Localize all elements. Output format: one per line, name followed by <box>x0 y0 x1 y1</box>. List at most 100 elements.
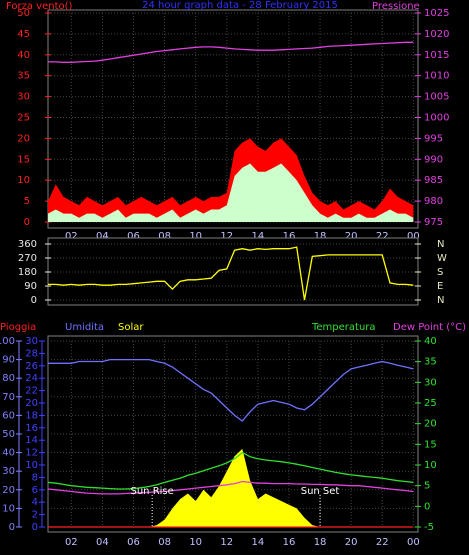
y-tick-label: 90 <box>2 355 15 366</box>
x-tick-label: 06 <box>127 231 140 242</box>
y-tick-label: 25 <box>17 113 30 124</box>
line <box>48 358 414 422</box>
x-tick-label: 12 <box>220 231 233 242</box>
y-tick-label: 26 <box>25 361 38 372</box>
y-tick-label: 25 <box>424 398 437 409</box>
y-tick-label: 15 <box>17 154 30 165</box>
legend-label: Umidita <box>65 322 104 333</box>
y-tick-label: 995 <box>424 133 443 144</box>
y-tick-label: 5 <box>24 196 30 207</box>
line <box>47 451 414 490</box>
y-tick-label: 20 <box>2 485 15 496</box>
x-tick-label: 08 <box>158 537 171 548</box>
y-tick-label: W <box>437 253 447 264</box>
y-tick-label: 30 <box>424 377 437 388</box>
y-tick-label: 975 <box>424 217 443 228</box>
x-tick-label: 16 <box>283 537 296 548</box>
x-tick-label: 02 <box>65 537 78 548</box>
y-tick-label: 5 <box>424 481 430 492</box>
y-tick-label: E <box>437 281 443 292</box>
y-tick-label: 16 <box>25 423 38 434</box>
y-tick-label: 360 <box>18 239 37 250</box>
annotation: Sun Set <box>301 486 340 497</box>
x-tick-label: 12 <box>220 537 233 548</box>
y-tick-label: 40 <box>424 336 437 347</box>
y-tick-label: 20 <box>424 419 437 430</box>
x-tick-label: 06 <box>127 537 140 548</box>
legend-label: Dew Point (°C) <box>393 322 466 333</box>
y-tick-label: 45 <box>17 29 30 40</box>
plot-frame <box>47 237 419 306</box>
y-tick-label: 4 <box>32 497 38 508</box>
y-tick-label: 0 <box>32 522 38 533</box>
x-tick-label: 08 <box>158 231 171 242</box>
y-tick-label: 1000 <box>424 113 449 124</box>
x-tick-label: 00 <box>407 231 420 242</box>
y-tick-label: 1015 <box>424 50 449 61</box>
y-tick-label: 40 <box>2 448 15 459</box>
y-tick-label: 270 <box>18 253 37 264</box>
y-tick-label: 1010 <box>424 71 449 82</box>
y-tick-label: 0 <box>424 501 430 512</box>
y-tick-label: N <box>437 239 444 250</box>
x-tick-label: 04 <box>96 231 109 242</box>
x-tick-label: 20 <box>345 537 358 548</box>
x-tick-label: 14 <box>252 231 265 242</box>
y-tick-label: 30 <box>25 336 38 347</box>
y-tick-label: 18 <box>25 410 38 421</box>
y-tick-label: 80 <box>2 373 15 384</box>
y-tick-label: 100 <box>0 336 15 347</box>
y-tick-label: 985 <box>424 175 443 186</box>
y2-axis-label: Pressione <box>372 1 420 12</box>
y-tick-label: 28 <box>25 348 38 359</box>
y-tick-label: 1020 <box>424 29 449 40</box>
y-tick-label: 8 <box>32 472 38 483</box>
y-tick-label: 990 <box>424 154 443 165</box>
x-tick-label: 10 <box>189 231 202 242</box>
legend-label: Solar <box>118 322 144 333</box>
area <box>48 448 414 527</box>
y-tick-label: 20 <box>25 398 38 409</box>
x-tick-label: 14 <box>252 537 265 548</box>
y-tick-label: 180 <box>18 267 37 278</box>
y-tick-label: 0 <box>9 522 15 533</box>
y-tick-label: 10 <box>17 175 30 186</box>
legend-label: Temperatura <box>311 322 376 333</box>
x-tick-label: 10 <box>189 537 202 548</box>
y-tick-label: S <box>437 267 443 278</box>
area <box>48 163 414 222</box>
y-tick-label: 0 <box>24 217 30 228</box>
y-tick-label: 35 <box>424 357 437 368</box>
y-tick-label: 24 <box>25 373 38 384</box>
y-tick-label: 30 <box>2 466 15 477</box>
x-tick-label: 00 <box>407 537 420 548</box>
y-tick-label: 40 <box>17 50 30 61</box>
y-tick-label: 60 <box>2 410 15 421</box>
y-tick-label: 10 <box>424 460 437 471</box>
legend-label: Pioggia <box>0 322 36 333</box>
x-tick-label: 04 <box>96 537 109 548</box>
y-tick-label: 1005 <box>424 92 449 103</box>
area <box>48 138 414 222</box>
x-tick-label: 20 <box>345 231 358 242</box>
y-tick-label: 980 <box>424 196 443 207</box>
y-tick-label: 10 <box>2 503 15 514</box>
y-tick-label: -5 <box>424 522 434 533</box>
y-axis-label: Forza vento() <box>6 1 73 12</box>
line <box>48 246 414 301</box>
y-tick-label: 15 <box>424 439 437 450</box>
y-tick-label: 0 <box>31 295 37 306</box>
x-tick-label: 18 <box>314 537 327 548</box>
x-tick-label: 22 <box>376 231 389 242</box>
y-tick-label: 70 <box>2 392 15 403</box>
y-tick-label: 12 <box>25 448 38 459</box>
line <box>47 480 414 495</box>
x-tick-label: 16 <box>283 231 296 242</box>
y-tick-label: 1025 <box>424 8 449 19</box>
x-tick-label: 02 <box>65 231 78 242</box>
y-tick-label: N <box>437 295 444 306</box>
chart-title: 24 hour graph data - 28 February 2015 <box>142 0 338 11</box>
y-tick-label: 30 <box>17 92 30 103</box>
x-tick-label: 22 <box>376 537 389 548</box>
